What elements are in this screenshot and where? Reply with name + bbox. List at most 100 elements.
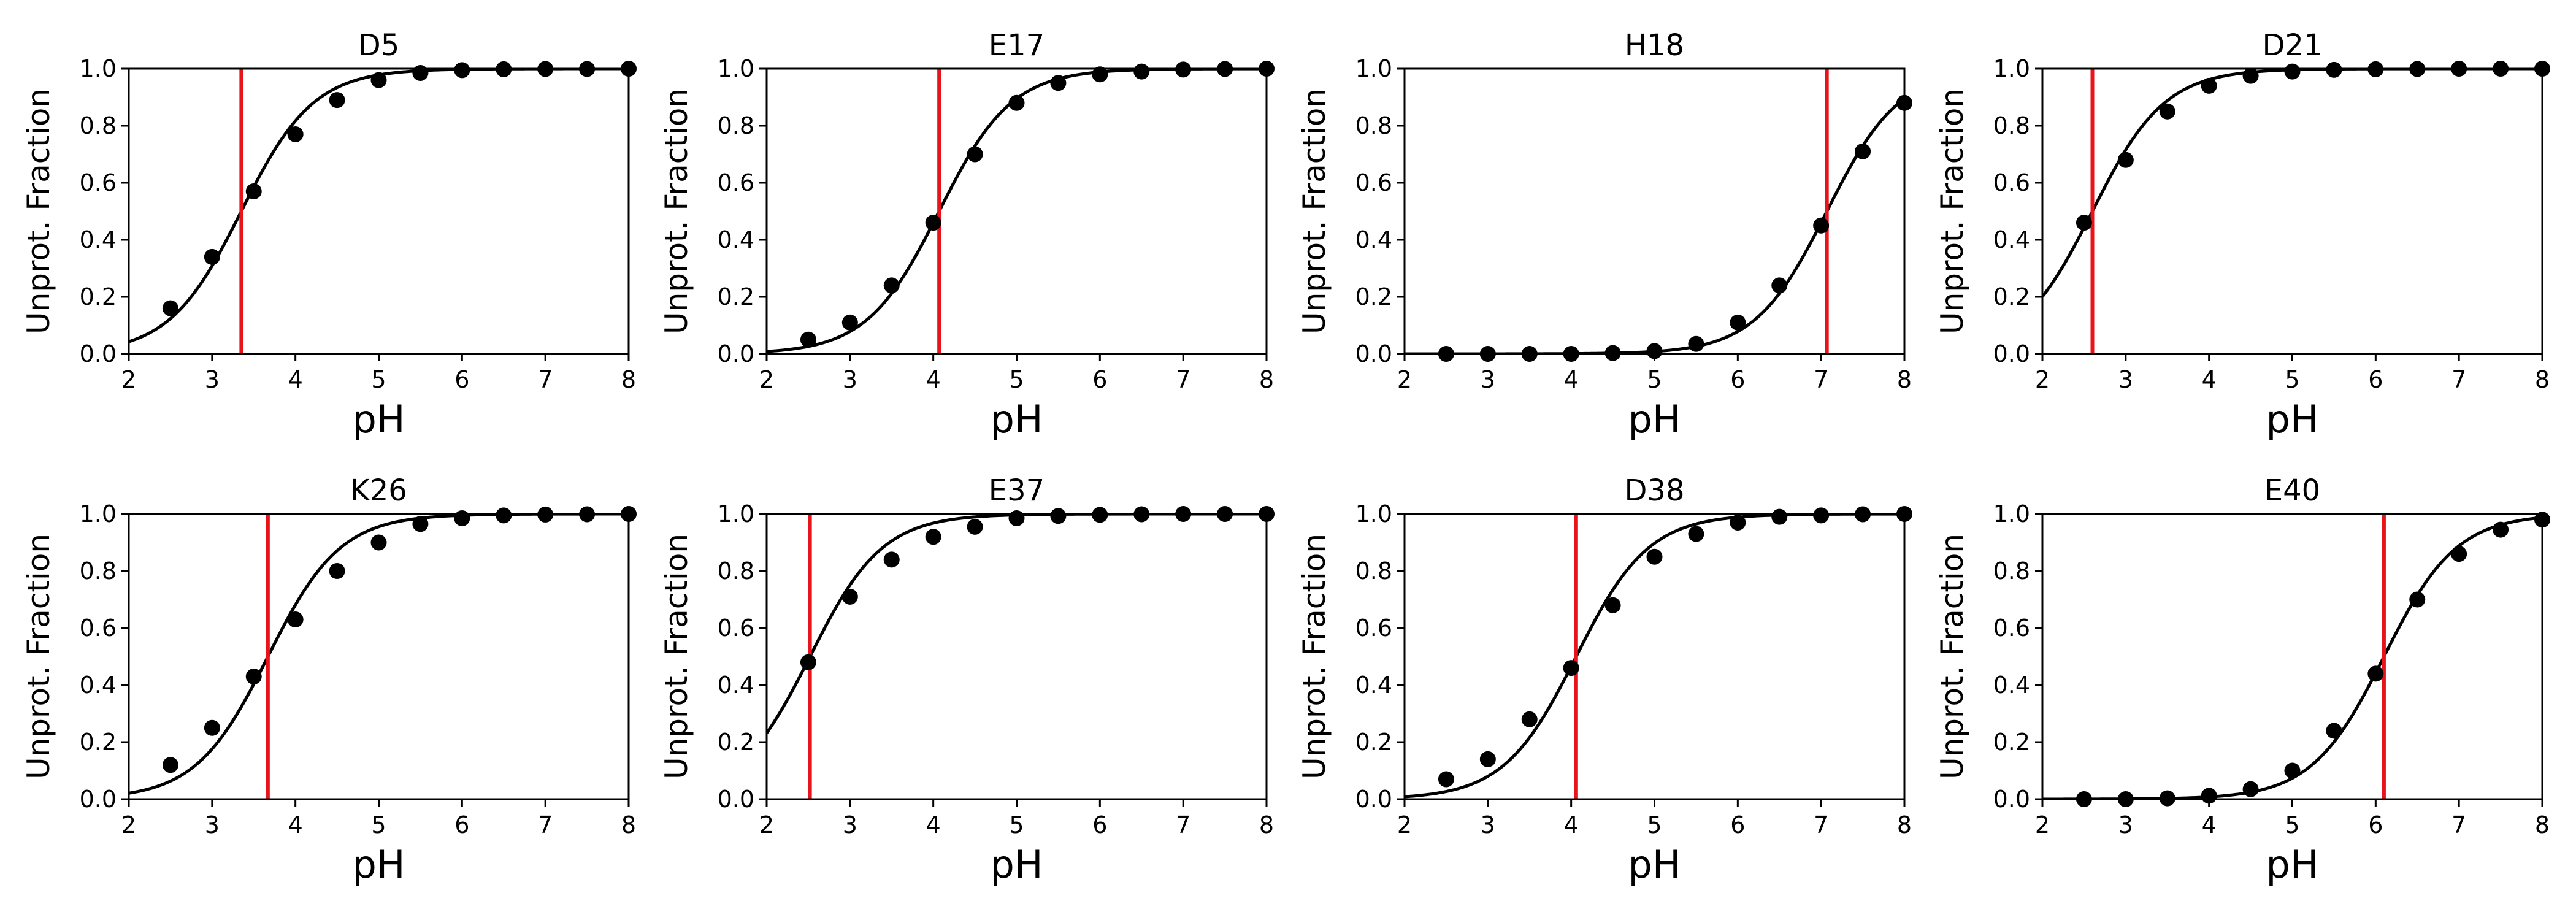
data-point (2284, 63, 2301, 80)
y-tick-label: 0.6 (80, 169, 117, 196)
panel-title: D38 (1624, 473, 1684, 508)
y-tick-label: 0.0 (718, 786, 754, 813)
data-point (1855, 143, 1871, 159)
y-tick-label: 0.6 (718, 615, 754, 642)
y-tick-label: 0.6 (718, 169, 754, 196)
data-point (204, 248, 220, 265)
y-tick-label: 0.8 (1993, 558, 2030, 585)
data-point (1646, 548, 1663, 565)
x-axis-label: pH (353, 397, 405, 442)
y-tick-label: 0.8 (80, 112, 117, 139)
x-tick-label: 6 (454, 366, 469, 393)
x-tick-label: 6 (2368, 811, 2383, 838)
y-axis-label: Unprot. Fraction (21, 88, 56, 334)
y-tick-label: 0.0 (1993, 340, 2030, 367)
y-axis-label: Unprot. Fraction (21, 534, 56, 780)
data-point (883, 277, 900, 294)
panel-title: E37 (989, 473, 1045, 508)
y-tick-label: 0.4 (718, 226, 754, 253)
data-point (1688, 335, 1704, 352)
data-point (967, 146, 983, 163)
x-tick-label: 3 (843, 366, 857, 393)
data-point (2326, 723, 2342, 739)
x-tick-label: 5 (371, 811, 386, 838)
x-tick-label: 2 (1397, 811, 1412, 838)
x-tick-label: 4 (288, 811, 303, 838)
x-tick-label: 2 (1397, 366, 1412, 393)
x-tick-label: 5 (1009, 811, 1024, 838)
x-tick-label: 7 (1176, 811, 1190, 838)
x-tick-label: 3 (2118, 366, 2133, 393)
x-tick-label: 7 (1814, 811, 1828, 838)
x-tick-label: 5 (2285, 366, 2299, 393)
data-point (1008, 94, 1025, 111)
data-point (967, 518, 983, 535)
data-point (1688, 526, 1704, 542)
y-tick-label: 0.2 (1355, 283, 1392, 310)
y-tick-label: 0.6 (1355, 615, 1392, 642)
x-tick-label: 3 (1481, 366, 1495, 393)
x-tick-label: 6 (2368, 366, 2383, 393)
x-tick-label: 2 (759, 366, 774, 393)
data-point (1813, 507, 1830, 524)
data-point (2326, 61, 2342, 78)
x-tick-label: 6 (1730, 366, 1745, 393)
data-point (925, 529, 941, 545)
x-tick-label: 7 (2451, 811, 2466, 838)
y-tick-label: 0.4 (718, 672, 754, 699)
x-tick-label: 5 (1647, 366, 1662, 393)
x-tick-label: 4 (2202, 366, 2217, 393)
x-tick-label: 5 (371, 366, 386, 393)
data-point (496, 507, 512, 524)
y-tick-label: 1.0 (80, 55, 117, 82)
data-point (2076, 215, 2092, 231)
data-point (2159, 103, 2175, 120)
panel-title: K26 (350, 473, 407, 508)
y-tick-label: 0.0 (718, 340, 754, 367)
data-point (1050, 508, 1067, 524)
y-tick-label: 0.2 (1355, 729, 1392, 756)
data-point (883, 551, 900, 568)
x-tick-label: 7 (1814, 366, 1828, 393)
data-point (841, 588, 858, 605)
x-tick-label: 2 (759, 811, 774, 838)
x-tick-label: 5 (2285, 811, 2299, 838)
x-tick-label: 4 (288, 366, 303, 393)
data-point (2367, 665, 2384, 682)
data-point (287, 611, 304, 628)
panel-title: D5 (358, 28, 400, 63)
y-tick-label: 0.8 (1355, 112, 1392, 139)
y-tick-label: 0.6 (1355, 169, 1392, 196)
data-point (204, 719, 220, 736)
y-tick-label: 0.2 (1993, 729, 2030, 756)
data-point (412, 516, 429, 532)
data-point (2117, 151, 2134, 168)
y-axis-label: Unprot. Fraction (1297, 534, 1332, 780)
y-tick-label: 1.0 (1993, 55, 2030, 82)
data-point (2451, 546, 2467, 562)
y-tick-label: 0.6 (1993, 169, 2030, 196)
x-tick-label: 7 (538, 811, 553, 838)
x-tick-label: 4 (2202, 811, 2217, 838)
x-axis-label: pH (991, 397, 1043, 442)
data-point (370, 72, 387, 88)
y-tick-label: 0.0 (1355, 340, 1392, 367)
x-axis-label: pH (2266, 842, 2319, 887)
x-axis-label: pH (2266, 397, 2319, 442)
x-tick-label: 2 (121, 366, 136, 393)
panel-e40: E40 2 3 4 5 6 7 8 0.0 0.2 0.4 0.6 0.8 1.0 pH Unprot. Fr… (1934, 473, 2550, 887)
data-point (1438, 771, 1454, 788)
data-point (2201, 77, 2217, 94)
x-tick-label: 3 (205, 811, 220, 838)
x-tick-label: 6 (1092, 366, 1107, 393)
y-tick-label: 0.4 (1993, 672, 2030, 699)
data-point (370, 534, 387, 551)
data-point (2242, 781, 2259, 797)
panel-d21: D21 2 3 4 5 6 7 8 0.0 0.2 0.4 0.6 0.8 1.0 pH Unprot. Fr… (1934, 28, 2550, 442)
panel-k26: K26 2 3 4 5 6 7 8 0.0 0.2 0.4 0.6 0.8 1.0 pH Unprot. Fr… (21, 473, 637, 887)
x-tick-label: 8 (1897, 811, 1912, 838)
data-point (800, 331, 816, 348)
x-axis-label: pH (353, 842, 405, 887)
y-tick-label: 0.4 (80, 226, 117, 253)
y-tick-label: 0.8 (718, 112, 754, 139)
